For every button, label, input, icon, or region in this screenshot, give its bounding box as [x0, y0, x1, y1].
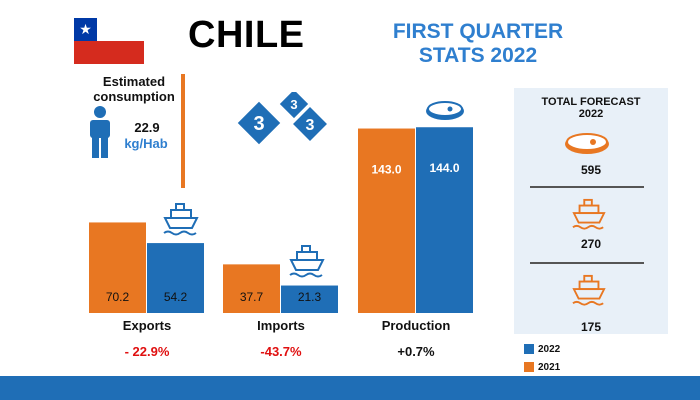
forecast-divider: [530, 262, 644, 264]
legend-label-2022: 2022: [538, 344, 561, 355]
category-label-imports: Imports: [257, 318, 305, 333]
title-line-2: STATS 2022: [418, 44, 538, 67]
bar-imports-2021: [223, 264, 280, 313]
person-icon: [90, 106, 110, 158]
ship-icon: [289, 245, 325, 278]
title-line-1: FIRST QUARTER: [392, 20, 564, 43]
forecast-panel: [514, 88, 668, 334]
bar-value-label: 144.0: [429, 161, 459, 175]
consumption-label-line-2: consumption: [93, 89, 175, 104]
forecast-title-line-2: 2022: [578, 108, 604, 120]
ship-icon: [163, 203, 199, 236]
change-production: +0.7%: [397, 344, 435, 359]
bar-value-label: 70.2: [106, 290, 130, 304]
legend-swatch-2021: [524, 362, 534, 372]
consumption-label-line-1: Estimated: [102, 74, 166, 89]
bar-value-label: 143.0: [371, 163, 401, 177]
legend-swatch-2022: [524, 344, 534, 354]
orange-divider: [181, 74, 185, 188]
legend-label-2021: 2021: [538, 362, 561, 373]
svg-text:3: 3: [253, 113, 264, 135]
forecast-title-line-1: TOTAL FORECAST: [541, 96, 641, 108]
bar-exports-2022: [147, 243, 204, 313]
category-label-exports: Exports: [122, 318, 172, 333]
bar-value-label: 21.3: [298, 290, 322, 304]
svg-text:3: 3: [290, 97, 297, 112]
meat-icon: [565, 133, 609, 154]
footer-bar: [0, 376, 700, 400]
forecast-value-ship-1: 270: [580, 237, 602, 251]
333-logo-icon: 3 3 3: [237, 92, 327, 145]
svg-text:3: 3: [306, 117, 315, 134]
bar-exports-2021: [89, 222, 146, 313]
change-imports: -43.7%: [260, 344, 302, 359]
bar-value-label: 54.2: [164, 290, 188, 304]
bar-value-label: 37.7: [240, 290, 264, 304]
consumption-value: 22.9: [134, 120, 160, 135]
ship-icon: [572, 198, 606, 230]
consumption-label: Estimated consumption: [84, 74, 184, 104]
chile-flag-icon: ★: [74, 18, 144, 64]
bar-production-2022: [416, 127, 473, 314]
ship-icon: [572, 274, 606, 306]
country-title: CHILE: [188, 14, 305, 56]
forecast-divider: [530, 186, 644, 188]
forecast-title: TOTAL FORECAST 2022: [514, 96, 668, 120]
change-exports: - 22.9%: [124, 344, 170, 359]
meat-icon: [426, 101, 464, 120]
page-title: FIRST QUARTER STATS 2022: [368, 20, 588, 68]
forecast-value-meat: 595: [580, 163, 602, 177]
bar-production-2021: [358, 128, 415, 313]
forecast-value-ship-2: 175: [580, 320, 602, 334]
consumption-unit: kg/Hab: [124, 136, 168, 151]
bar-imports-2022: [281, 285, 338, 313]
category-label-production: Production: [381, 318, 451, 333]
